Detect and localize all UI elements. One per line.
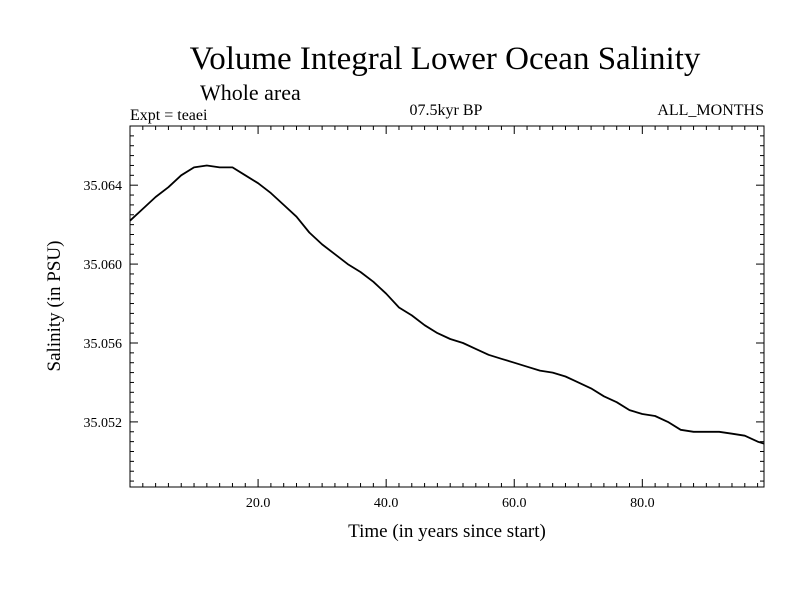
x-tick-label: 80.0 <box>630 496 655 511</box>
chart-title: Volume Integral Lower Ocean Salinity <box>190 41 701 77</box>
x-tick-labels: 20.0 40.0 60.0 80.0 <box>246 496 655 511</box>
period-label: 07.5kyr BP <box>410 102 483 119</box>
plot-frame <box>129 125 765 488</box>
y-axis-label: Salinity (in PSU) <box>44 241 65 372</box>
salinity-series-line <box>129 164 765 445</box>
y-tick-label: 35.052 <box>84 416 123 431</box>
x-tick-label: 60.0 <box>502 496 527 511</box>
x-axis-label: Time (in years since start) <box>348 521 546 542</box>
y-tick-label: 35.060 <box>84 258 123 273</box>
chart-subtitle: Whole area <box>200 80 301 105</box>
axis-ticks <box>130 125 764 487</box>
y-tick-labels: 35.052 35.056 35.060 35.064 <box>84 179 123 431</box>
y-tick-label: 35.056 <box>84 337 123 352</box>
x-tick-label: 40.0 <box>374 496 399 511</box>
y-tick-label: 35.064 <box>84 179 123 194</box>
x-tick-label: 20.0 <box>246 496 271 511</box>
months-label: ALL_MONTHS <box>657 102 764 119</box>
expt-label: Expt = teaei <box>130 107 208 124</box>
